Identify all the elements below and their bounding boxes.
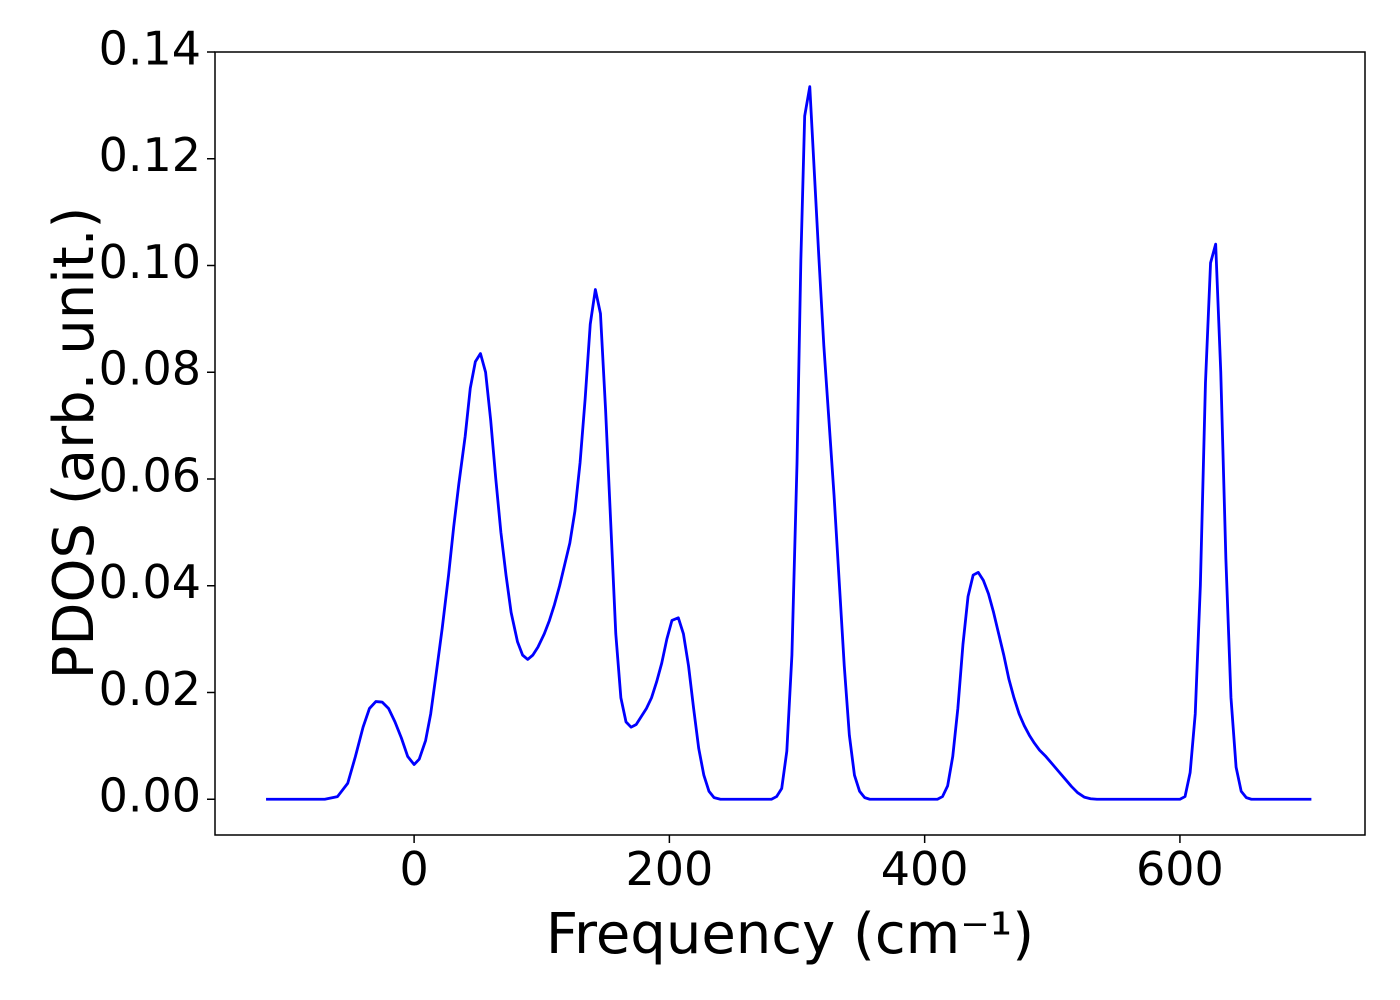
y-tick-label: 0.10 <box>99 235 201 289</box>
y-tick-label: 0.12 <box>99 128 201 182</box>
x-tick-label: 600 <box>1136 842 1224 896</box>
y-tick-label: 0.08 <box>99 342 201 396</box>
x-tick-label: 0 <box>399 842 428 896</box>
y-tick-label: 0.04 <box>99 555 201 609</box>
data-line <box>266 85 1312 801</box>
y-tick-label: 0.06 <box>99 448 201 502</box>
x-tick-label: 400 <box>881 842 969 896</box>
y-tick-label: 0.00 <box>99 769 201 823</box>
y-tick-label: 0.02 <box>99 662 201 716</box>
x-axis-label: Frequency (cm⁻¹) <box>546 902 1034 967</box>
plot-frame <box>214 51 1366 836</box>
y-tick-label: 0.14 <box>99 22 201 76</box>
y-axis-label: PDOS (arb. unit.) <box>42 207 107 680</box>
x-tick-label: 200 <box>625 842 713 896</box>
